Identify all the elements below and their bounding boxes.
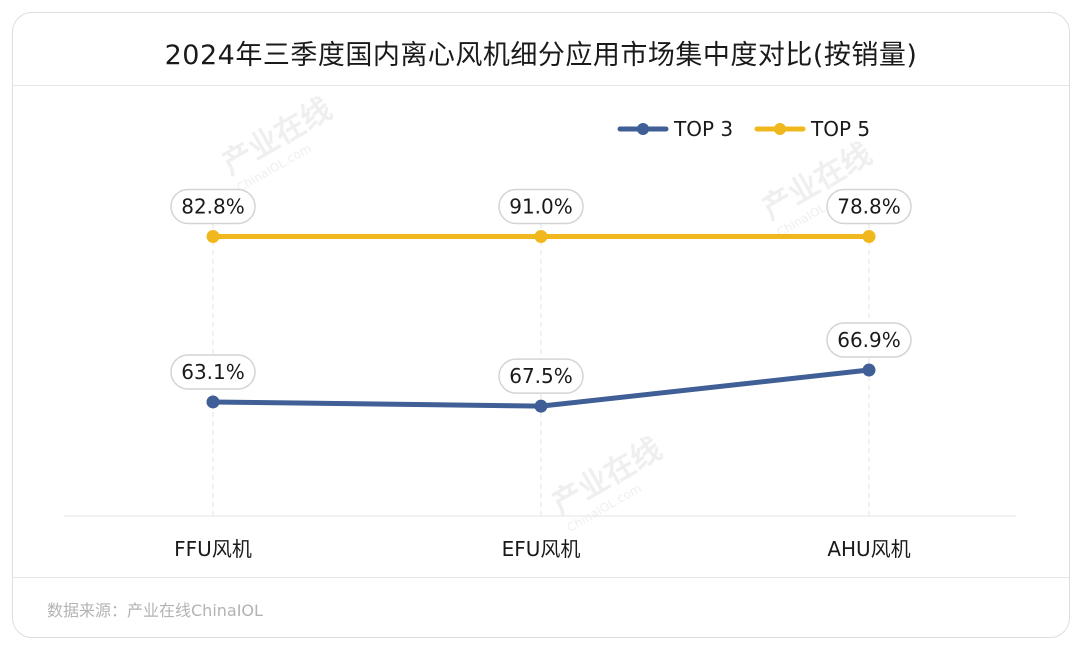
data-point[interactable] bbox=[534, 229, 548, 243]
category-label: AHU风机 bbox=[827, 537, 910, 561]
data-label: 63.1% bbox=[181, 360, 245, 384]
legend-label-top3: TOP 3 bbox=[673, 117, 733, 141]
data-label-box bbox=[826, 188, 912, 225]
data-label-box bbox=[170, 354, 256, 390]
data-point[interactable] bbox=[862, 363, 876, 377]
data-point[interactable] bbox=[534, 399, 548, 413]
watermark-logo: 产业在线 ChinaIOL.com 产业在线 ChinaIOL.com 产业在线… bbox=[217, 92, 878, 535]
data-label-box bbox=[826, 322, 912, 358]
category-labels: FFU风机 EFU风机 AHU风机 bbox=[174, 537, 911, 561]
category-label: FFU风机 bbox=[174, 537, 252, 561]
data-label: 91.0% bbox=[509, 194, 573, 218]
series-top-5: 82.8% 91.0% 78.8% bbox=[170, 188, 912, 243]
data-label: 82.8% bbox=[181, 194, 245, 218]
category-label: EFU风机 bbox=[502, 537, 581, 561]
data-point[interactable] bbox=[206, 229, 220, 243]
legend-item-top3[interactable]: TOP 3 bbox=[617, 117, 733, 141]
data-label: 66.9% bbox=[837, 328, 901, 352]
data-label-box bbox=[498, 358, 584, 394]
data-point[interactable] bbox=[862, 229, 876, 243]
legend-marker-top5 bbox=[774, 123, 786, 135]
legend-item-top5[interactable]: TOP 5 bbox=[754, 117, 870, 141]
data-label: 67.5% bbox=[509, 364, 573, 388]
title-divider bbox=[13, 85, 1069, 86]
data-label-box bbox=[170, 188, 256, 225]
chart-title: 2024年三季度国内离心风机细分应用市场集中度对比(按销量) bbox=[164, 40, 918, 71]
data-label: 78.8% bbox=[837, 194, 901, 218]
legend-marker-top3 bbox=[637, 123, 649, 135]
legend-label-top5: TOP 5 bbox=[810, 117, 870, 141]
legend: TOP 3 TOP 5 bbox=[617, 117, 870, 141]
series-layer: 63.1% 67.5% 66.9% 82.8% 91.0% 78.8% bbox=[170, 188, 912, 413]
source-note: 数据来源：产业在线ChinaIOL bbox=[47, 601, 263, 620]
footer-divider bbox=[13, 577, 1069, 578]
data-label-box bbox=[498, 188, 584, 225]
data-point[interactable] bbox=[206, 395, 220, 409]
series-top-3: 63.1% 67.5% 66.9% bbox=[170, 322, 912, 413]
